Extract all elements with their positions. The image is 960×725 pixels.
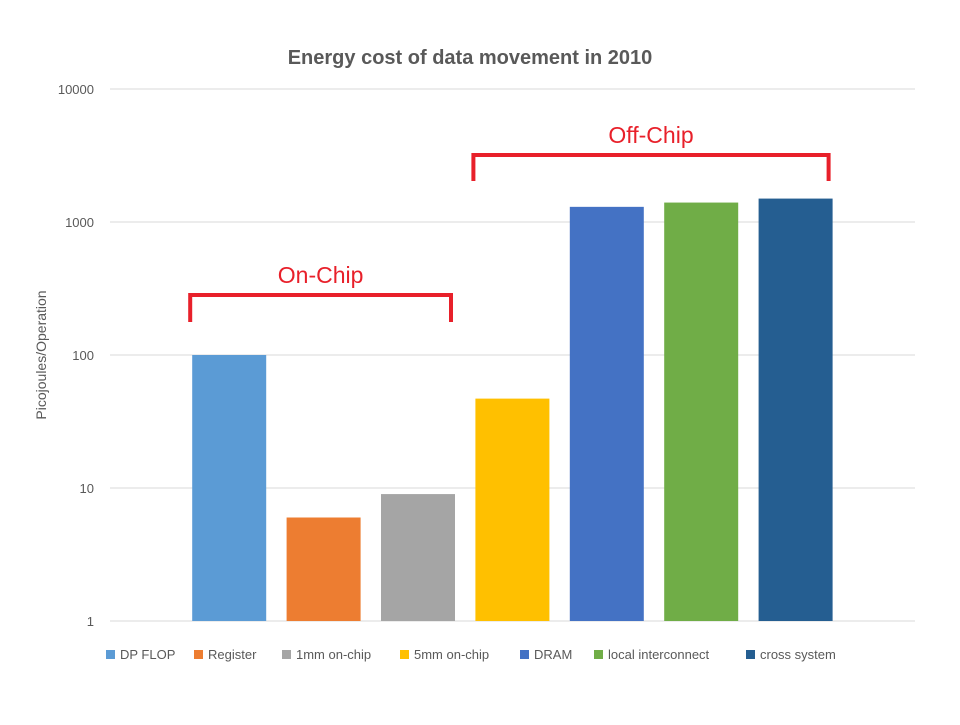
y-tick-label: 100	[72, 348, 94, 363]
legend-label: DRAM	[534, 647, 572, 662]
legend-label: local interconnect	[608, 647, 710, 662]
chart-title: Energy cost of data movement in 2010	[288, 47, 653, 69]
bar-dp-flop	[192, 355, 267, 621]
legend-label: DP FLOP	[120, 647, 175, 662]
bracket-off-chip	[471, 153, 831, 181]
bar-dram	[569, 206, 644, 622]
legend-label: 5mm on-chip	[414, 647, 489, 662]
y-tick-label: 1000	[65, 215, 94, 230]
legend-label: 1mm on-chip	[296, 647, 371, 662]
y-tick-label: 1	[87, 614, 94, 629]
y-tick-label: 10000	[58, 82, 94, 97]
legend-label: cross system	[760, 647, 836, 662]
y-tick-label: 10	[80, 481, 94, 496]
bar-5mm-on-chip	[475, 398, 550, 621]
legend-swatch	[746, 650, 755, 659]
y-axis-label: Picojoules/Operation	[33, 290, 49, 419]
legend-swatch	[520, 650, 529, 659]
legend-label: Register	[208, 647, 257, 662]
legend-swatch	[400, 650, 409, 659]
bar-local-interconnect	[664, 202, 739, 621]
legend-swatch	[106, 650, 115, 659]
legend-swatch	[594, 650, 603, 659]
annotation-on-chip: On-Chip	[278, 262, 364, 288]
bar-register	[286, 517, 361, 621]
bar-1mm-on-chip	[381, 494, 455, 621]
bar-cross-system	[758, 198, 833, 621]
annotation-off-chip: Off-Chip	[608, 122, 693, 148]
bracket-on-chip	[188, 293, 453, 322]
legend-swatch	[282, 650, 291, 659]
legend-swatch	[194, 650, 203, 659]
